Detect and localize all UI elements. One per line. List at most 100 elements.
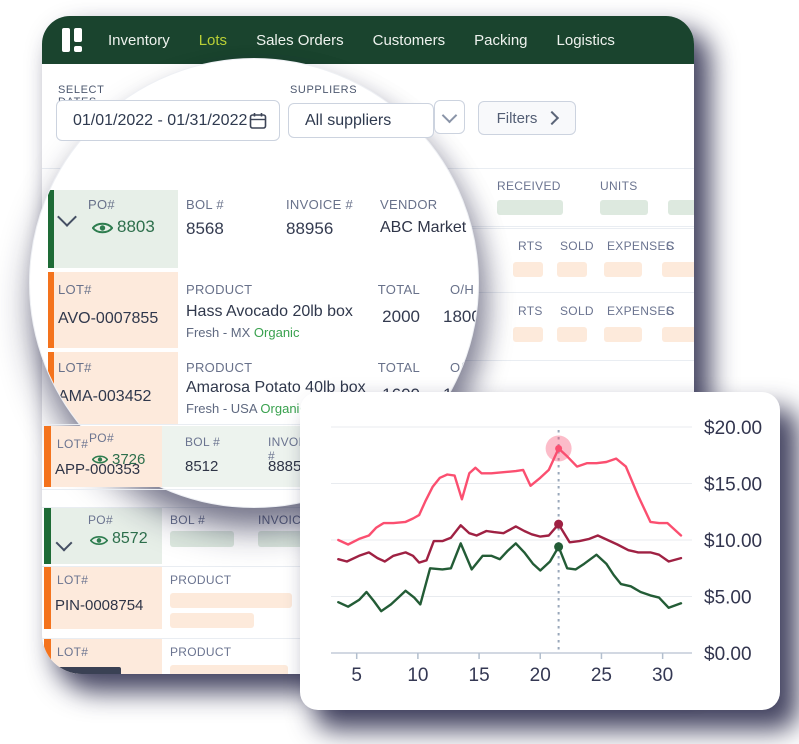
row-accent-bar [44,426,51,487]
lot-cell [51,567,162,629]
line-chart[interactable]: $0.00 $5.00 $10.00 $15.00 $20.00 5 10 15 20 25 30 [300,392,780,710]
chevron-down-icon[interactable] [57,207,77,229]
column-header-sold: SOLD [560,239,594,253]
column-header-total: TOTAL [377,282,420,297]
column-header-units: UNITS [600,179,638,193]
invoice-value: 8885 [268,458,302,475]
suppliers-dropdown-toggle[interactable] [434,100,465,134]
placeholder-chip [662,327,694,342]
column-header-po: PO# [88,197,115,212]
column-header-product: PRODUCT [170,573,232,587]
organic-tag: Organic [253,325,300,340]
row-accent-bar [44,567,51,629]
row-accent-bar [48,272,54,348]
vendor-value: ABC Market [380,219,467,236]
lot-cell [54,352,178,424]
svg-text:$10.00: $10.00 [704,531,762,552]
lot-number-overlap: APP-000353 [55,461,141,478]
placeholder-chip [170,665,288,674]
column-header-product: PRODUCT [186,282,253,297]
placeholder-chip [600,200,648,215]
oh-value: 1800 [443,307,479,326]
lens-row-lot-avo[interactable]: LOT# AVO-0007855 PRODUCT Hass Avocado 20… [30,272,479,348]
column-header-vendor: VENDOR [380,197,438,212]
svg-text:$20.00: $20.00 [704,418,762,439]
product-origin: Fresh - USA Organic [186,401,306,416]
lens-row-lot-ama[interactable]: LOT# AMA-003452 PRODUCT Amarosa Potato 4… [30,352,478,424]
product-name: Amarosa Potato 40lb box [186,379,366,396]
lot-number[interactable]: AVO-0007855 [58,310,159,327]
clipped-text [57,667,121,674]
placeholder-chip [170,531,234,547]
suppliers-label: SUPPLIERS [290,84,358,96]
chart-card: $0.00 $5.00 $10.00 $15.00 $20.00 5 10 15 20 25 30 [300,392,780,710]
eye-icon[interactable] [92,454,108,465]
app-logo-icon[interactable] [60,26,86,54]
po-cell [54,190,178,268]
column-header-lot: LOT# [58,360,92,375]
nav-menu: Inventory Lots Sales Orders Customers Pa… [108,32,615,49]
bol-value: 8512 [185,458,219,475]
lens-content: PO# 8803 BOL # 8568 INVOICE # 88956 VEND… [30,59,479,507]
eye-icon[interactable] [92,221,113,235]
placeholder-chip [662,262,694,277]
column-header-clipped: C [666,239,675,253]
nav-item-inventory[interactable]: Inventory [108,31,170,49]
nav-item-lots[interactable]: Lots [198,31,228,49]
column-header-clipped: C [666,304,675,318]
suppliers-select[interactable]: All suppliers [288,103,434,138]
organic-tag: Organic [260,401,306,416]
po-detail-cell [162,426,312,487]
nav-item-packing[interactable]: Packing [474,31,528,49]
po-number[interactable]: 8572 [112,530,148,547]
placeholder-chip [170,613,254,628]
placeholder-chip [604,262,642,277]
column-header-po: PO# [88,513,113,527]
column-header-bol: BOL # [170,513,206,527]
lens-row-po-8803[interactable]: PO# 8803 BOL # 8568 INVOICE # 88956 VEND… [30,190,478,268]
row-accent-bar [44,639,51,674]
filters-button[interactable]: Filters [478,101,576,135]
row-accent-bar [48,352,54,424]
chevron-down-icon [441,107,458,123]
eye-icon[interactable] [90,534,108,547]
svg-text:$0.00: $0.00 [704,644,752,665]
date-range-value: 01/01/2022 - 01/31/2022 [73,111,248,129]
nav-item-logistics[interactable]: Logistics [556,31,615,49]
svg-text:25: 25 [591,665,612,686]
column-header-total: TOTAL [377,360,420,375]
column-header-rts: RTS [518,304,543,318]
placeholder-chip [604,327,642,342]
column-header-received: RECEIVED [497,179,561,193]
svg-text:10: 10 [407,665,428,686]
placeholder-chip [513,327,543,342]
svg-text:$5.00: $5.00 [704,588,752,609]
column-header-bol: BOL # [186,197,224,212]
lot-cell [54,272,178,348]
svg-text:30: 30 [652,665,673,686]
column-header-po: PO# [89,431,114,445]
total-value: 2000 [382,307,420,326]
suppliers-value: All suppliers [305,111,392,129]
column-header-oh: O/H [450,282,475,297]
chevron-down-icon[interactable] [55,534,73,554]
lot-number[interactable]: PIN-0008754 [55,597,144,614]
nav-item-sales-orders[interactable]: Sales Orders [256,31,344,49]
nav-item-customers[interactable]: Customers [372,31,446,49]
row-accent-bar [48,190,54,268]
placeholder-chip [497,200,563,215]
lot-number[interactable]: AMA-003452 [58,388,152,405]
lot-cell [51,426,162,487]
po-number[interactable]: 3726 [112,451,146,468]
svg-text:$15.00: $15.00 [704,475,762,496]
svg-text:5: 5 [351,665,362,686]
table-row-po-3726[interactable]: LOT# APP-000353 PO# 3726 BOL # 8512 INVO… [42,424,319,490]
column-header-lot: LOT# [57,437,89,451]
bol-value: 8568 [186,219,224,238]
product-name: Hass Avocado 20lb box [186,303,353,320]
column-header-product: PRODUCT [186,360,253,375]
po-number[interactable]: 8803 [117,217,155,236]
calendar-icon[interactable] [249,112,267,130]
date-range-input[interactable]: 01/01/2022 - 01/31/2022 [56,100,280,141]
